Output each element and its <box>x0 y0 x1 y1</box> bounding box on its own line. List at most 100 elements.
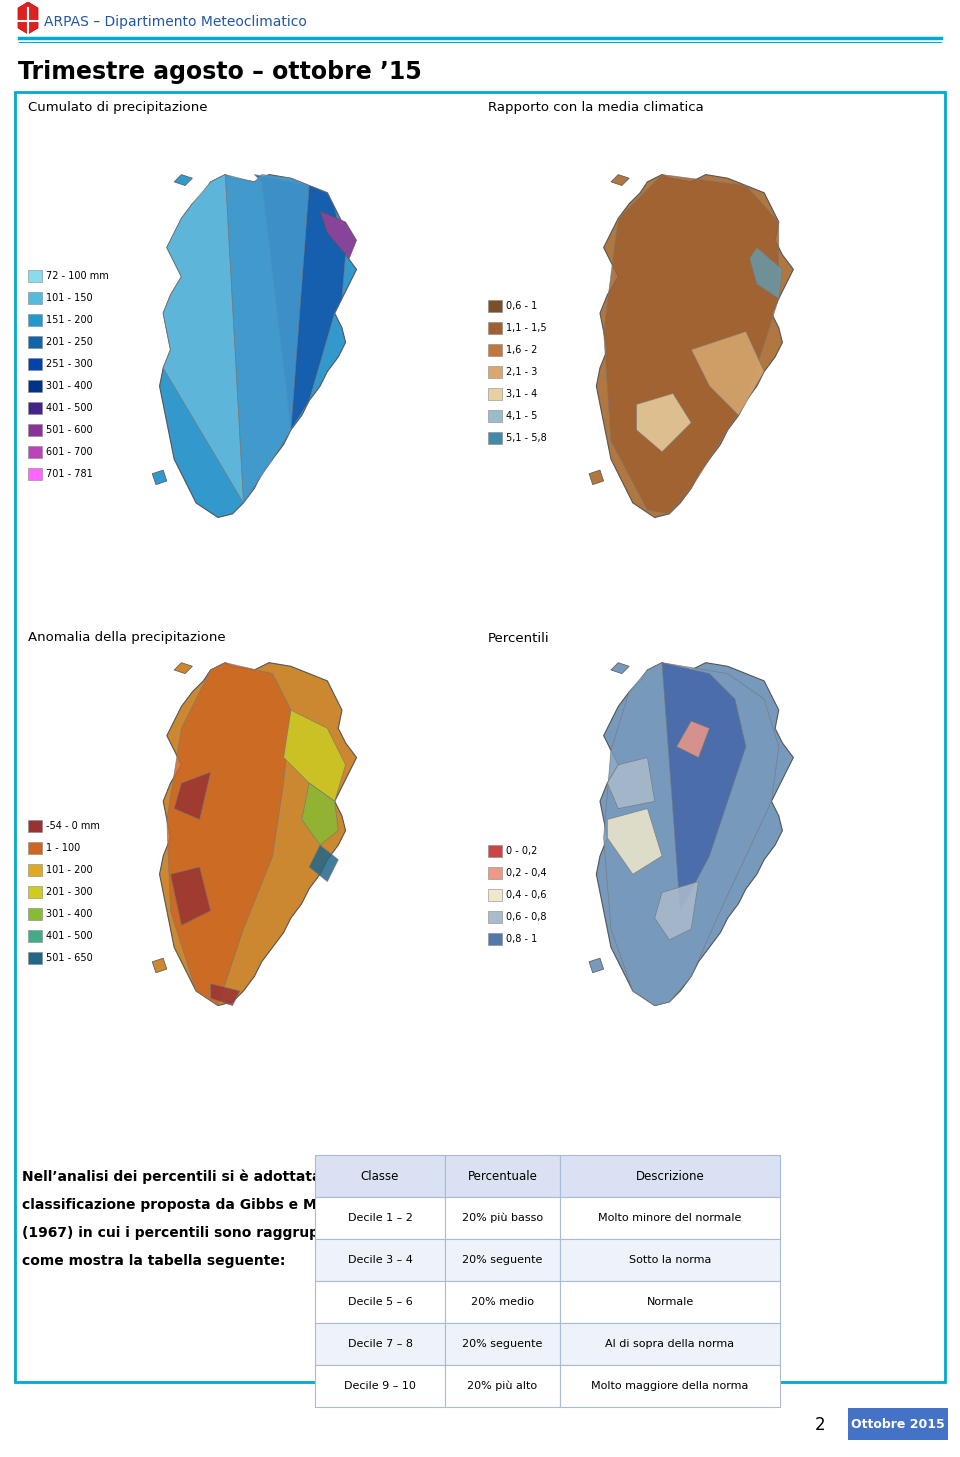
FancyBboxPatch shape <box>445 1238 560 1281</box>
Text: 0,6 - 0,8: 0,6 - 0,8 <box>506 912 546 922</box>
Text: Rapporto con la media climatica: Rapporto con la media climatica <box>488 102 704 115</box>
FancyBboxPatch shape <box>445 1281 560 1323</box>
FancyBboxPatch shape <box>28 908 42 919</box>
FancyBboxPatch shape <box>28 930 42 943</box>
FancyBboxPatch shape <box>488 867 502 879</box>
Polygon shape <box>174 175 192 185</box>
Text: Nell’analisi dei percentili si è adottata la: Nell’analisi dei percentili si è adottat… <box>22 1170 341 1185</box>
Text: 4,1 - 5: 4,1 - 5 <box>506 411 538 421</box>
Polygon shape <box>655 881 699 940</box>
FancyBboxPatch shape <box>28 402 42 414</box>
Polygon shape <box>171 867 210 925</box>
FancyBboxPatch shape <box>488 366 502 377</box>
FancyBboxPatch shape <box>560 1281 780 1323</box>
Polygon shape <box>589 471 604 485</box>
Text: Trimestre agosto – ottobre ’15: Trimestre agosto – ottobre ’15 <box>18 60 421 85</box>
FancyBboxPatch shape <box>560 1155 780 1198</box>
Text: come mostra la tabella seguente:: come mostra la tabella seguente: <box>22 1254 285 1268</box>
Text: 0,6 - 1: 0,6 - 1 <box>506 302 538 310</box>
Text: 501 - 650: 501 - 650 <box>46 953 93 963</box>
Text: 101 - 150: 101 - 150 <box>46 293 92 303</box>
FancyBboxPatch shape <box>488 932 502 946</box>
Polygon shape <box>691 331 764 415</box>
Text: 0 - 0,2: 0 - 0,2 <box>506 847 538 857</box>
Text: 0,4 - 0,6: 0,4 - 0,6 <box>506 890 546 900</box>
Polygon shape <box>153 471 167 485</box>
Text: 0,2 - 0,4: 0,2 - 0,4 <box>506 868 546 879</box>
FancyBboxPatch shape <box>28 315 42 326</box>
FancyBboxPatch shape <box>488 409 502 423</box>
Polygon shape <box>611 175 629 185</box>
Text: 2,1 - 3: 2,1 - 3 <box>506 367 538 377</box>
Text: 201 - 300: 201 - 300 <box>46 887 92 898</box>
FancyBboxPatch shape <box>488 388 502 401</box>
Text: Anomalia della precipitazione: Anomalia della precipitazione <box>28 631 226 644</box>
Text: Decile 3 – 4: Decile 3 – 4 <box>348 1254 413 1265</box>
FancyBboxPatch shape <box>315 1281 445 1323</box>
Text: Normale: Normale <box>646 1297 694 1307</box>
Text: Molto minore del normale: Molto minore del normale <box>598 1214 742 1222</box>
Text: 501 - 600: 501 - 600 <box>46 425 92 436</box>
Text: 251 - 300: 251 - 300 <box>46 358 93 369</box>
FancyBboxPatch shape <box>560 1323 780 1365</box>
Text: Ottobre 2015: Ottobre 2015 <box>852 1418 945 1431</box>
Polygon shape <box>636 393 691 452</box>
Polygon shape <box>283 710 346 801</box>
FancyBboxPatch shape <box>28 864 42 876</box>
FancyBboxPatch shape <box>488 344 502 356</box>
Text: 20% seguente: 20% seguente <box>463 1339 542 1349</box>
Polygon shape <box>596 663 793 1005</box>
Text: 72 - 100 mm: 72 - 100 mm <box>46 271 108 281</box>
Text: 20% più basso: 20% più basso <box>462 1212 543 1224</box>
FancyBboxPatch shape <box>28 951 42 965</box>
Polygon shape <box>677 721 709 758</box>
Polygon shape <box>301 782 338 845</box>
FancyBboxPatch shape <box>28 468 42 479</box>
Text: 601 - 700: 601 - 700 <box>46 447 92 457</box>
FancyBboxPatch shape <box>28 380 42 392</box>
FancyBboxPatch shape <box>488 431 502 444</box>
Polygon shape <box>254 175 346 430</box>
Text: Cumulato di precipitazione: Cumulato di precipitazione <box>28 102 207 115</box>
Polygon shape <box>608 809 662 874</box>
Text: 20% medio: 20% medio <box>471 1297 534 1307</box>
Text: 201 - 250: 201 - 250 <box>46 337 93 347</box>
Text: Al di sopra della norma: Al di sopra della norma <box>606 1339 734 1349</box>
FancyBboxPatch shape <box>445 1365 560 1407</box>
FancyBboxPatch shape <box>28 291 42 305</box>
FancyBboxPatch shape <box>28 358 42 370</box>
Polygon shape <box>662 663 746 911</box>
Polygon shape <box>589 959 604 973</box>
FancyBboxPatch shape <box>28 270 42 283</box>
Text: Descrizione: Descrizione <box>636 1170 705 1183</box>
FancyBboxPatch shape <box>315 1238 445 1281</box>
FancyBboxPatch shape <box>488 300 502 312</box>
Text: Percentuale: Percentuale <box>468 1170 538 1183</box>
FancyBboxPatch shape <box>488 322 502 334</box>
Text: Decile 5 – 6: Decile 5 – 6 <box>348 1297 413 1307</box>
Text: 3,1 - 4: 3,1 - 4 <box>506 389 538 399</box>
Polygon shape <box>210 983 240 1005</box>
Text: -54 - 0 mm: -54 - 0 mm <box>46 820 100 830</box>
Text: Decile 1 – 2: Decile 1 – 2 <box>348 1214 413 1222</box>
Text: 301 - 400: 301 - 400 <box>46 909 92 919</box>
Text: 20% seguente: 20% seguente <box>463 1254 542 1265</box>
Polygon shape <box>174 663 192 673</box>
Text: Decile 7 – 8: Decile 7 – 8 <box>348 1339 413 1349</box>
Text: 401 - 500: 401 - 500 <box>46 931 92 941</box>
FancyBboxPatch shape <box>28 820 42 832</box>
Polygon shape <box>596 175 793 517</box>
Polygon shape <box>159 175 356 517</box>
FancyBboxPatch shape <box>560 1198 780 1238</box>
Polygon shape <box>163 175 244 503</box>
Text: 1,1 - 1,5: 1,1 - 1,5 <box>506 323 546 334</box>
FancyBboxPatch shape <box>28 886 42 898</box>
Polygon shape <box>167 663 291 1005</box>
Text: Percentili: Percentili <box>488 631 550 644</box>
FancyBboxPatch shape <box>315 1198 445 1238</box>
Text: Molto maggiore della norma: Molto maggiore della norma <box>591 1381 749 1391</box>
Polygon shape <box>174 772 210 819</box>
Polygon shape <box>226 175 309 503</box>
Text: Classe: Classe <box>361 1170 399 1183</box>
Polygon shape <box>611 663 629 673</box>
